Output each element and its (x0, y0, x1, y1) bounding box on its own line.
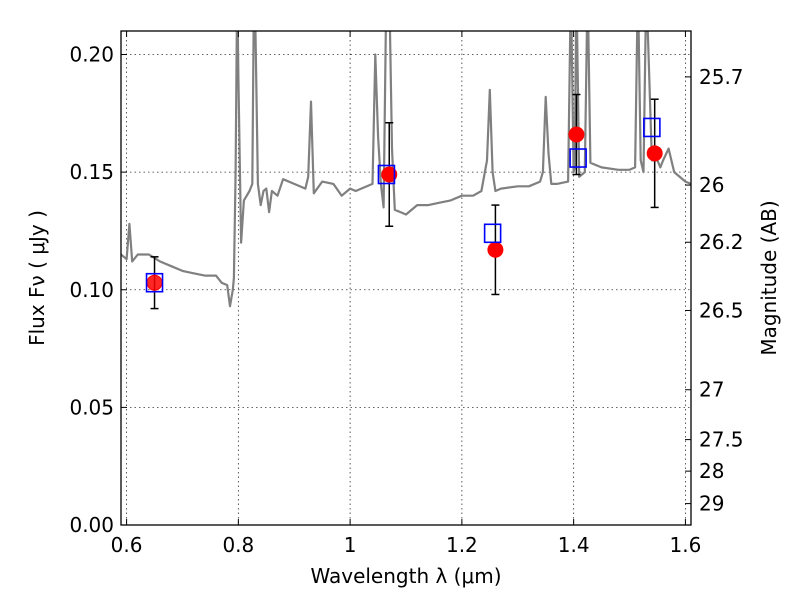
model-flux-square (643, 117, 661, 138)
plot-frame (120, 30, 692, 526)
y-tick-label: 0.05 (69, 395, 114, 419)
observed-flux-point (568, 126, 585, 143)
y2-tick-label: 27.5 (699, 428, 744, 452)
y-tick-label: 0.10 (69, 278, 114, 302)
x-tick-label: 1.2 (446, 533, 478, 557)
x-tick-label: 0.8 (222, 533, 254, 557)
axes: 0.6 0.8 1 1.2 1.4 1.6 0.00 0.05 0.10 0.15 0.20 25.7… (69, 31, 744, 557)
model-flux-square (377, 164, 396, 185)
y2-tick-label: 26.5 (699, 298, 744, 322)
y2-tick-label: 27 (699, 378, 724, 402)
y-tick-label: 0.15 (69, 160, 114, 184)
observed-flux-point (487, 241, 504, 258)
x-axis-label: Wavelength λ (μm) (310, 564, 501, 588)
model-spectrum-line (121, 31, 691, 308)
observed-flux-point (381, 166, 398, 183)
y-tick-label: 0.00 (69, 513, 114, 537)
model-flux-square (483, 223, 502, 244)
y2-tick-label: 26 (699, 173, 724, 197)
observed-flux-point (146, 274, 163, 291)
y2-tick-label: 28 (699, 459, 724, 483)
x-tick-label: 0.6 (111, 533, 143, 557)
y2-tick-label: 26.2 (699, 230, 744, 254)
model-flux-square (145, 272, 164, 293)
x-tick-label: 1.4 (558, 533, 590, 557)
observed-flux-point (646, 145, 663, 162)
x-tick-label: 1 (344, 533, 357, 557)
y-tick-label: 0.20 (69, 43, 114, 67)
y2-tick-label: 25.7 (699, 65, 744, 89)
x-tick-label: 1.6 (670, 533, 702, 557)
y2-axis-label: Magnitude (AB) (757, 200, 781, 355)
grid (121, 31, 691, 526)
y-axis-label: Flux Fν ( μJy ) (25, 210, 49, 346)
plot-area (121, 31, 691, 310)
model-flux-square (569, 148, 587, 168)
y2-tick-label: 29 (699, 492, 724, 516)
